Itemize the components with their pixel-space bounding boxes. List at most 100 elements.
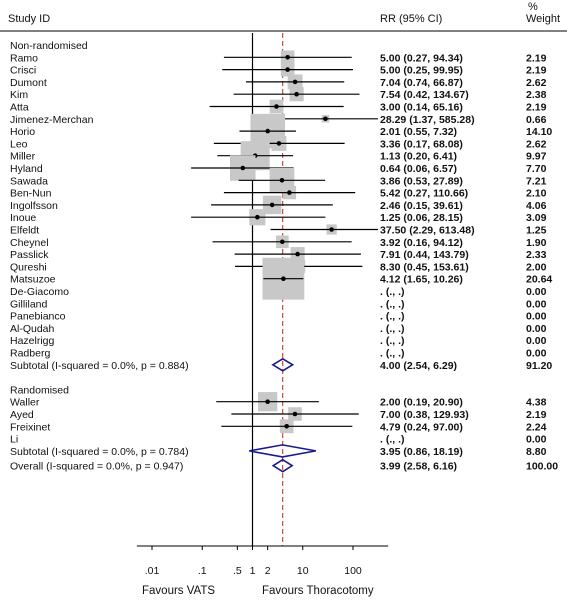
study-rr-ci: . (., .) (380, 348, 405, 360)
study-label: Qureshi (10, 261, 47, 273)
point-estimate (281, 276, 286, 282)
study-rr-ci: . (., .) (380, 286, 405, 298)
study-weight: 2.62 (526, 77, 547, 89)
study-label: Hyland (10, 163, 43, 175)
study-weight: 2.00 (526, 261, 547, 273)
study-rr-ci: 2.46 (0.15, 39.61) (380, 200, 463, 212)
study-label: Matsuzoe (10, 274, 56, 286)
study-row: Miller 1.13 (0.20, 6.41) 9.97 (10, 141, 547, 171)
study-row: Leo 3.36 (0.17, 68.08) 2.62 (10, 135, 547, 151)
study-row: Inoue 1.25 (0.06, 28.15) 3.09 (10, 209, 547, 226)
study-weight: 2.62 (526, 138, 547, 150)
study-rr-ci: 7.54 (0.42, 134.67) (380, 89, 469, 101)
x-tick-label: 2 (265, 565, 271, 577)
header-weight: Weight (526, 13, 560, 25)
study-label: Leo (10, 138, 28, 150)
study-rr-ci: 0.64 (0.06, 6.57) (380, 163, 457, 175)
study-rr-ci: 4.79 (0.24, 97.00) (380, 421, 463, 433)
study-weight: 0.00 (526, 323, 547, 335)
study-rr-ci: 3.36 (0.17, 68.08) (380, 138, 463, 150)
study-row: Kim 7.54 (0.42, 134.67) 2.38 (10, 87, 547, 102)
favours-left-label: Favours VATS (142, 585, 215, 597)
study-label: Ben-Nun (10, 188, 52, 200)
point-estimate (265, 128, 271, 134)
overall-row-label: Overall (I-squared = 0.0%, p = 0.947) (10, 461, 183, 473)
study-label: Miller (10, 151, 36, 163)
study-rr-ci: 2.00 (0.19, 20.90) (380, 397, 463, 409)
point-estimate (294, 91, 299, 97)
study-label: Ingolfsson (10, 200, 58, 212)
point-estimate (295, 251, 300, 257)
point-estimate (255, 214, 260, 220)
summary-diamond (271, 458, 294, 473)
study-label: Waller (10, 397, 40, 409)
study-rr-ci: 3.86 (0.53, 27.89) (380, 175, 463, 187)
study-row: Atta 3.00 (0.14, 65.16) 2.19 (10, 99, 547, 114)
overall-row-weight: 100.00 (526, 461, 558, 473)
study-rr-ci: 4.12 (1.65, 10.26) (380, 274, 463, 286)
summary-diamond (271, 357, 295, 372)
point-estimate (292, 411, 298, 417)
study-weight: 0.00 (526, 348, 547, 360)
study-rr-ci: 5.42 (0.27, 110.66) (380, 188, 468, 200)
study-weight: 0.00 (526, 434, 547, 446)
study-label: Inoue (10, 212, 36, 224)
study-weight: 2.33 (526, 249, 547, 261)
study-rr-ci: . (., .) (380, 311, 405, 323)
subtotal-row-rr-ci: 4.00 (2.54, 6.29) (380, 360, 457, 372)
point-estimate (285, 67, 290, 72)
x-tick-label: .1 (198, 565, 207, 577)
overall-row: Overall (I-squared = 0.0%, p = 0.947) 3.9… (10, 458, 558, 473)
study-row: Dumont 7.04 (0.74, 66.87) 2.62 (10, 74, 547, 90)
study-weight: 1.25 (526, 225, 547, 237)
study-row: Radberg . (., .) 0.00 (10, 348, 547, 360)
study-label: Freixinet (10, 421, 50, 433)
study-weight: 0.66 (526, 114, 547, 126)
study-weight: 4.38 (526, 397, 547, 409)
study-row: Hazelrigg . (., .) 0.00 (10, 335, 547, 347)
header-weight-percent: % (528, 1, 538, 13)
study-label: De-Giacomo (10, 286, 69, 298)
study-weight: 20.64 (526, 274, 552, 286)
favours-right-label: Favours Thoracotomy (262, 585, 374, 597)
study-weight: 14.10 (526, 126, 552, 138)
point-estimate (265, 399, 270, 405)
study-row: Hyland 0.64 (0.06, 6.57) 7.70 (10, 155, 547, 181)
point-estimate (269, 202, 275, 208)
study-rr-ci: 7.91 (0.44, 143.79) (380, 249, 469, 261)
study-weight: 0.00 (526, 335, 547, 347)
study-row: Matsuzoe 4.12 (1.65, 10.26) 20.64 (10, 257, 552, 300)
group-header: Non-randomised (10, 40, 88, 52)
study-label: Dumont (10, 77, 47, 89)
study-row: Passlick 7.91 (0.44, 143.79) 2.33 (10, 247, 547, 262)
study-label: Ramo (10, 52, 38, 64)
group-name: Non-randomised (10, 40, 88, 52)
point-estimate (323, 116, 328, 122)
study-label: Kim (10, 89, 28, 101)
study-rr-ci: . (., .) (380, 298, 405, 310)
study-rr-ci: 3.00 (0.14, 65.16) (380, 102, 463, 114)
study-rr-ci: 3.92 (0.16, 94.12) (380, 237, 463, 249)
study-row: Panebianco . (., .) 0.00 (10, 311, 547, 323)
study-weight: 2.19 (526, 52, 547, 64)
study-row: Al-Qudah . (., .) 0.00 (10, 323, 547, 335)
study-label: Hazelrigg (10, 335, 55, 347)
study-row: Ayed 7.00 (0.38, 129.93) 2.19 (10, 407, 547, 421)
study-row: Ben-Nun 5.42 (0.27, 110.66) 2.10 (10, 185, 547, 200)
subtotal-row-label: Subtotal (I-squared = 0.0%, p = 0.784) (10, 446, 189, 458)
study-rr-ci: 8.30 (0.45, 153.61) (380, 261, 469, 273)
x-tick-label: 1 (250, 565, 256, 577)
study-rr-ci: . (., .) (380, 335, 405, 347)
study-weight: 2.19 (526, 409, 547, 421)
point-estimate (329, 227, 334, 232)
study-weight: 2.38 (526, 89, 547, 101)
study-row: De-Giacomo . (., .) 0.00 (10, 286, 547, 298)
study-row: Freixinet 4.79 (0.24, 97.00) 2.24 (10, 419, 547, 433)
study-rr-ci: 2.01 (0.55, 7.32) (380, 126, 457, 138)
point-estimate (276, 141, 282, 146)
subtotal-row-weight: 91.20 (526, 360, 552, 372)
study-row: Crisci 5.00 (0.25, 99.95) 2.19 (10, 62, 547, 77)
x-tick-label: .01 (145, 565, 160, 577)
header-rr: RR (95% CI) (380, 13, 442, 25)
